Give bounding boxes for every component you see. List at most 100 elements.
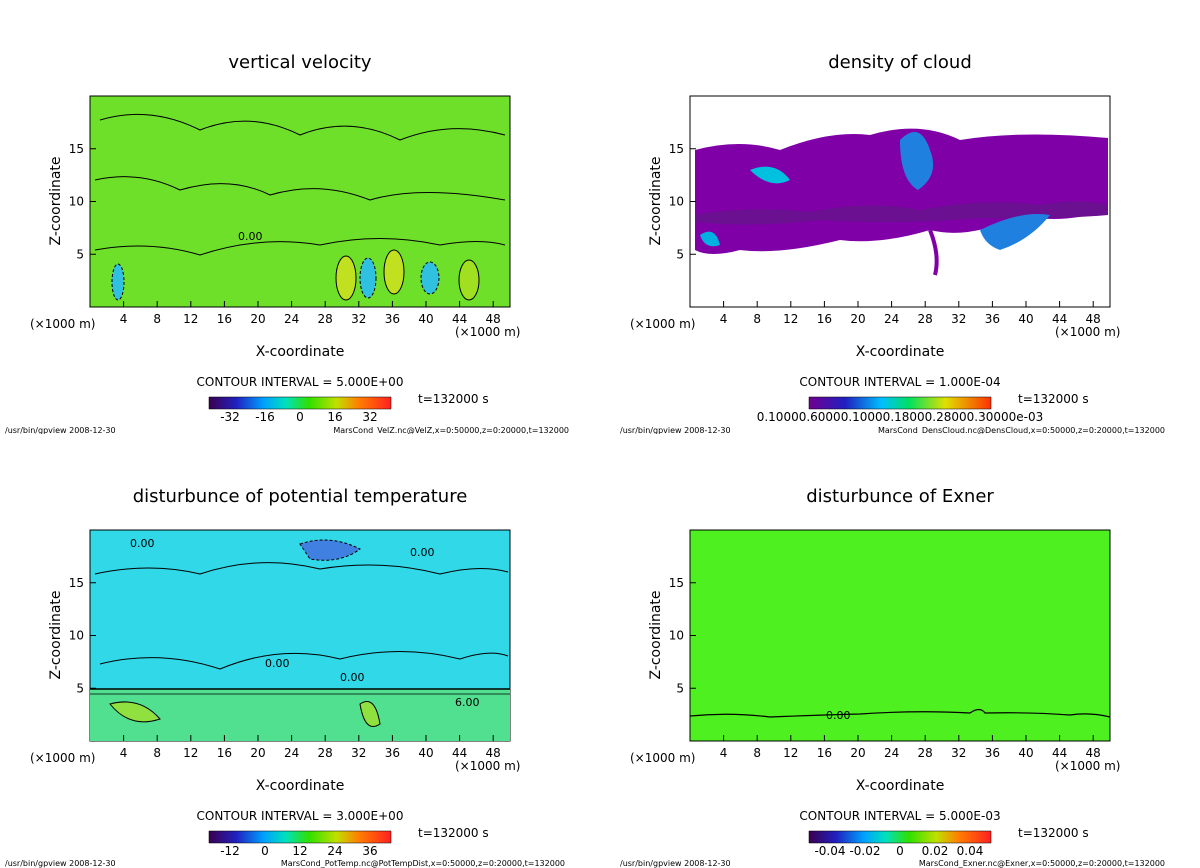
field-features: 0.00 0.00 0.00 0.00 6.00 [90, 537, 510, 741]
x-axis-label: X-coordinate [256, 344, 345, 360]
x-tick-label: 32 [351, 312, 366, 326]
x-tick-label: 12 [783, 312, 798, 326]
colorbar-ticks: -12 0 12 24 36 [220, 844, 377, 858]
x-tick-label: 4 [720, 746, 728, 760]
footer-left: /usr/bin/gpview 2008-12-30 [620, 859, 731, 868]
contour-interval: CONTOUR INTERVAL = 5.000E+00 [197, 375, 404, 389]
colorbar [808, 830, 992, 844]
colorbar-ticks: -32 -16 0 16 32 [220, 410, 377, 424]
x-tick-label: 4 [720, 312, 728, 326]
x-tick-label: 36 [385, 312, 400, 326]
y-tick-label: 5 [76, 247, 84, 261]
footer-right: MarsCond_Exner.nc@Exner,x=0:50000,z=0:20… [919, 859, 1165, 868]
y-axis-label: Z-coordinate [648, 156, 664, 245]
x-tick-label: 40 [418, 312, 433, 326]
x-tick-label: 44 [452, 312, 467, 326]
x-unit-left: (×1000 m) [30, 751, 95, 765]
time-label: t=132000 s [418, 392, 489, 406]
x-ticks: 4 8 12 16 20 24 28 32 36 40 44 48 [120, 735, 501, 760]
contour-label: 0.00 [130, 537, 155, 550]
x-tick-label: 24 [284, 746, 299, 760]
chart-potential-temperature: disturbunce of potential temperature 0.0… [5, 486, 565, 868]
colorbar-tick-label: -32 [220, 410, 240, 424]
footer-left: /usr/bin/gpview 2008-12-30 [5, 426, 116, 434]
contour-label: 6.00 [455, 696, 480, 709]
panel-potential-temperature: disturbunce of potential temperature 0.0… [0, 434, 600, 868]
x-tick-label: 8 [753, 312, 761, 326]
x-tick-label: 20 [250, 312, 265, 326]
time-label: t=132000 s [1018, 826, 1089, 840]
y-tick-label: 15 [69, 576, 84, 590]
chart-exner: disturbunce of Exner 0.00 (×1000 m) (×10… [620, 486, 1165, 868]
colorbar-tick-label: 16 [327, 410, 342, 424]
x-ticks: 4 8 12 16 20 24 28 32 36 40 44 48 [720, 301, 1101, 326]
x-tick-label: 40 [1018, 746, 1033, 760]
contour-interval: CONTOUR INTERVAL = 3.000E+00 [197, 809, 404, 823]
colorbar [808, 396, 992, 410]
footer-left: /usr/bin/gpview 2008-12-30 [5, 859, 116, 868]
x-tick-label: 36 [985, 312, 1000, 326]
x-tick-label: 16 [817, 312, 832, 326]
field-features [695, 128, 1108, 276]
colorbar-ticks-text: 0.10000.60000.10000.18000.28000.30000e-0… [757, 410, 1044, 424]
x-axis-label: X-coordinate [856, 344, 945, 360]
chart-title: disturbunce of Exner [806, 486, 994, 507]
x-axis-label: X-coordinate [256, 778, 345, 794]
y-tick-label: 10 [69, 629, 84, 643]
contour-label: 0.00 [238, 230, 263, 243]
plot-area [689, 529, 1111, 742]
y-ticks: 5 10 15 [69, 142, 96, 261]
chart-title: density of cloud [828, 52, 972, 73]
colorbar-tick-label: -0.04 [814, 844, 845, 858]
colorbar-tick-label: -0.02 [849, 844, 880, 858]
x-tick-label: 32 [951, 312, 966, 326]
y-tick-label: 15 [669, 142, 684, 156]
x-unit-right: (×1000 m) [1055, 325, 1120, 339]
x-tick-label: 24 [884, 312, 899, 326]
chart-density-of-cloud: density of cloud (×1000 m) (×1000 m) X-c… [620, 52, 1165, 434]
x-unit-left: (×1000 m) [630, 317, 695, 331]
contour-interval: CONTOUR INTERVAL = 1.000E-04 [799, 375, 1000, 389]
x-tick-label: 32 [351, 746, 366, 760]
x-tick-label: 36 [385, 746, 400, 760]
colorbar-tick-label: 12 [292, 844, 307, 858]
contour-label: 0.00 [410, 546, 435, 559]
x-tick-label: 8 [153, 746, 161, 760]
y-tick-label: 5 [676, 681, 684, 695]
y-tick-label: 5 [676, 247, 684, 261]
x-tick-label: 44 [1052, 746, 1067, 760]
x-tick-label: 44 [1052, 312, 1067, 326]
panel-density-of-cloud: density of cloud (×1000 m) (×1000 m) X-c… [600, 0, 1200, 434]
y-axis-label: Z-coordinate [48, 156, 64, 245]
footer-right: MarsCond_DensCloud.nc@DensCloud,x=0:5000… [878, 426, 1165, 434]
chart-title: disturbunce of potential temperature [133, 486, 468, 507]
x-unit-right: (×1000 m) [455, 325, 520, 339]
footer-left: /usr/bin/gpview 2008-12-30 [620, 426, 731, 434]
contour-label: 0.00 [826, 709, 851, 722]
field-features: 0.00 [94, 113, 506, 301]
colorbar-tick-label: 0.04 [957, 844, 984, 858]
x-unit-right: (×1000 m) [1055, 759, 1120, 773]
y-tick-label: 15 [69, 142, 84, 156]
y-tick-label: 15 [669, 576, 684, 590]
y-axis-label: Z-coordinate [648, 590, 664, 679]
colorbar [208, 830, 392, 844]
chart-vertical-velocity: vertical velocity 0.00 (×1000 m) (×1000 … [5, 52, 569, 434]
field-features: 0.00 [689, 708, 1111, 722]
panel-vertical-velocity: vertical velocity 0.00 (×1000 m) (×1000 … [0, 0, 600, 434]
colorbar-tick-label: -12 [220, 844, 240, 858]
x-tick-label: 4 [120, 312, 128, 326]
panel-exner: disturbunce of Exner 0.00 (×1000 m) (×10… [600, 434, 1200, 868]
x-tick-label: 48 [486, 746, 501, 760]
x-tick-label: 28 [318, 746, 333, 760]
colorbar-tick-label: 0.02 [922, 844, 949, 858]
x-tick-label: 4 [120, 746, 128, 760]
x-tick-label: 12 [183, 746, 198, 760]
x-tick-label: 24 [284, 312, 299, 326]
x-tick-label: 12 [183, 312, 198, 326]
x-tick-label: 40 [1018, 312, 1033, 326]
colorbar-tick-label: 0 [296, 410, 304, 424]
contour-interval: CONTOUR INTERVAL = 5.000E-03 [799, 809, 1000, 823]
x-tick-label: 16 [217, 312, 232, 326]
x-tick-label: 32 [951, 746, 966, 760]
